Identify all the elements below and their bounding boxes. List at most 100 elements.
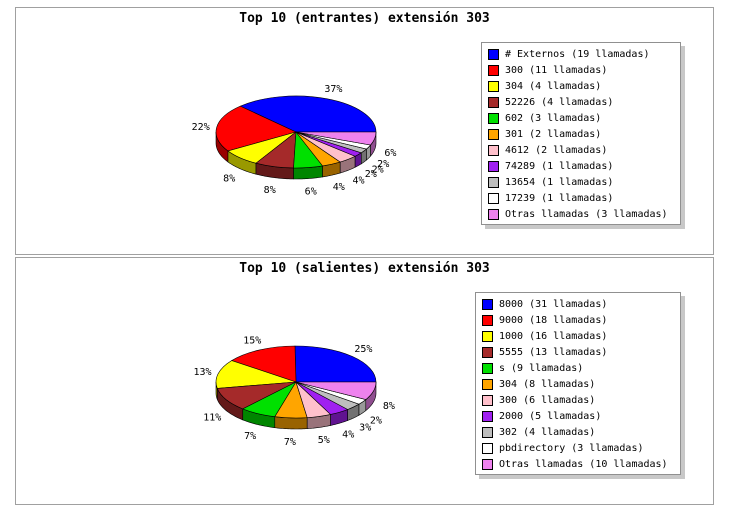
- legend-item: 17239 (1 llamadas): [488, 190, 674, 206]
- legend-swatch: [488, 96, 499, 108]
- pie-pct-label: 6%: [384, 148, 396, 159]
- pie-slice: [215, 360, 297, 389]
- legend-label: # Externos (19 llamadas): [505, 48, 650, 60]
- legend-item: 2000 (5 llamadas): [482, 408, 674, 424]
- legend-label: 1000 (16 llamadas): [499, 330, 608, 342]
- legend-label: 52226 (4 llamadas): [505, 96, 614, 108]
- legend-swatch: [488, 176, 499, 188]
- legend-label: pbdirectory (3 llamadas): [499, 442, 644, 454]
- pie-pct-label: 7%: [244, 431, 256, 442]
- legend-swatch: [488, 80, 499, 92]
- legend-swatch: [488, 208, 499, 220]
- pie-pct-label: 11%: [203, 413, 221, 424]
- legend-label: Otras llamadas (3 llamadas): [505, 208, 668, 220]
- legend-swatch: [488, 192, 499, 204]
- legend-label: 13654 (1 llamadas): [505, 176, 614, 188]
- legend-item: 1000 (16 llamadas): [482, 328, 674, 344]
- pie-pct-label: 2%: [365, 169, 377, 180]
- legend-item: 304 (4 llamadas): [488, 78, 674, 94]
- legend-swatch: [482, 458, 493, 470]
- incoming-legend: # Externos (19 llamadas) 300 (11 llamadas…: [481, 42, 681, 225]
- pie-slice: [231, 345, 297, 383]
- legend-label: 4612 (2 llamadas): [505, 144, 608, 156]
- pie-pct-label: 4%: [352, 176, 364, 187]
- legend-item: 5555 (13 llamadas): [482, 344, 674, 360]
- pie-pct-label: 8%: [223, 174, 235, 185]
- legend-label: 8000 (31 llamadas): [499, 298, 608, 310]
- legend-item: 302 (4 llamadas): [482, 424, 674, 440]
- legend-item: 8000 (31 llamadas): [482, 296, 674, 312]
- legend-swatch: [488, 128, 499, 140]
- pie-pct-label: 4%: [342, 429, 354, 440]
- pie-pct-label: 37%: [324, 84, 342, 95]
- pie-pct-label: 2%: [372, 164, 384, 175]
- legend-label: 302 (4 llamadas): [499, 426, 596, 438]
- pie-depth: [215, 131, 377, 180]
- pie-slice: [295, 381, 377, 400]
- legend-label: 5555 (13 llamadas): [499, 346, 608, 358]
- legend-swatch: [488, 48, 499, 60]
- legend-swatch: [482, 442, 493, 454]
- pie-pct-label: 22%: [192, 122, 210, 133]
- pie-pct-label: 4%: [333, 182, 345, 193]
- legend-swatch: [482, 330, 493, 342]
- legend-item: 301 (2 llamadas): [488, 126, 674, 142]
- legend-item: 9000 (18 llamadas): [482, 312, 674, 328]
- pie-pct-label: 8%: [264, 185, 276, 196]
- pie-slice-side: [274, 416, 308, 430]
- pie-slice: [239, 95, 377, 133]
- legend-item: Otras llamadas (10 llamadas): [482, 456, 674, 472]
- legend-label: 301 (2 llamadas): [505, 128, 602, 140]
- legend-item: 304 (8 llamadas): [482, 376, 674, 392]
- pie-slice: [295, 131, 377, 146]
- legend-swatch: [488, 112, 499, 124]
- pie-slice: [294, 345, 377, 383]
- legend-label: 9000 (18 llamadas): [499, 314, 608, 326]
- pie-slice: [215, 105, 297, 152]
- incoming-pie-chart: 37%22%8%8% 6% 4%4%2%2%2%6%: [192, 84, 397, 198]
- legend-swatch: [482, 378, 493, 390]
- legend-label: 300 (11 llamadas): [505, 64, 608, 76]
- legend-item: 4612 (2 llamadas): [488, 142, 674, 158]
- legend-swatch: [482, 362, 493, 374]
- legend-swatch: [482, 394, 493, 406]
- legend-label: 2000 (5 llamadas): [499, 410, 602, 422]
- pie-pct-label: 7%: [284, 437, 296, 448]
- pie-pct-label: 13%: [193, 367, 211, 378]
- legend-item: 13654 (1 llamadas): [488, 174, 674, 190]
- outgoing-pie-chart: 25% 15% 13% 11% 7% 7% 5% 4% 3%2%8%: [193, 335, 395, 448]
- pie-pct-label: 15%: [243, 335, 261, 346]
- legend-label: s (9 llamadas): [499, 362, 584, 374]
- chart-title: Top 10 (salientes) extensión 303: [239, 261, 490, 276]
- legend-item: s (9 llamadas): [482, 360, 674, 376]
- legend-item: 52226 (4 llamadas): [488, 94, 674, 110]
- incoming-chart-panel: Top 10 (entrantes) extensión 303 37% 22% 8…: [15, 7, 714, 255]
- legend-item: pbdirectory (3 llamadas): [482, 440, 674, 456]
- legend-label: 17239 (1 llamadas): [505, 192, 614, 204]
- legend-item: 300 (6 llamadas): [482, 392, 674, 408]
- outgoing-legend: 8000 (31 llamadas) 9000 (18 llamadas) 1000…: [475, 292, 681, 475]
- legend-item: # Externos (19 llamadas): [488, 46, 674, 62]
- legend-item: 74289 (1 llamadas): [488, 158, 674, 174]
- chart-title: Top 10 (entrantes) extensión 303: [239, 11, 490, 26]
- pie-pct-label: 3%: [359, 422, 371, 433]
- pie-pct-label: 5%: [318, 435, 330, 446]
- legend-label: 304 (8 llamadas): [499, 378, 596, 390]
- legend-label: 304 (4 llamadas): [505, 80, 602, 92]
- legend-swatch: [488, 64, 499, 76]
- outgoing-chart-panel: Top 10 (salientes) extensión 303 25% 15% 1…: [15, 257, 714, 505]
- legend-item: 300 (11 llamadas): [488, 62, 674, 78]
- legend-swatch: [482, 426, 493, 438]
- legend-swatch: [482, 314, 493, 326]
- legend-label: 74289 (1 llamadas): [505, 160, 614, 172]
- legend-label: Otras llamadas (10 llamadas): [499, 458, 668, 470]
- pie-pct-label: 2%: [377, 159, 389, 170]
- pie-depth: [215, 381, 377, 430]
- legend-label: 300 (6 llamadas): [499, 394, 596, 406]
- legend-item: Otras llamadas (3 llamadas): [488, 206, 674, 222]
- legend-swatch: [482, 410, 493, 422]
- legend-item: 602 (3 llamadas): [488, 110, 674, 126]
- legend-swatch: [488, 144, 499, 156]
- pie-pct-label: 8%: [383, 401, 395, 412]
- legend-swatch: [482, 298, 493, 310]
